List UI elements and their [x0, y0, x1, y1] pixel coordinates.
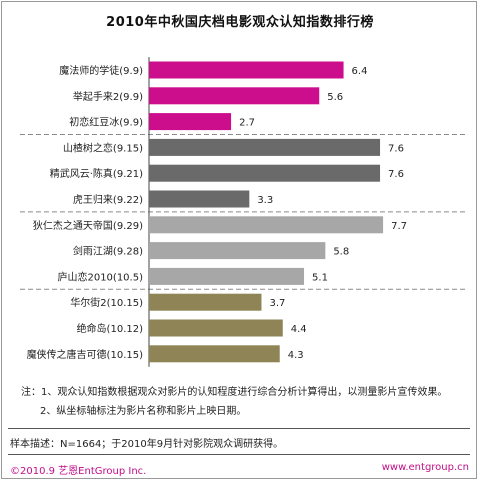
category-label: 魔侠传之唐吉可德(10.15) [27, 348, 144, 361]
value-label: 4.3 [288, 350, 304, 361]
value-label: 7.6 [388, 169, 404, 180]
sample-description: 样本描述：N=1664；于2010年9月针对影院观众调研获得。 [10, 439, 284, 450]
value-label: 2.7 [239, 118, 255, 129]
category-label: 狄仁杰之通天帝国(9.29) [33, 219, 143, 232]
category-label: 精武风云·陈真(9.21) [50, 167, 143, 180]
value-label: 6.4 [352, 66, 368, 77]
bar [149, 138, 381, 156]
divider-top [8, 428, 470, 429]
value-label: 7.7 [391, 221, 407, 232]
value-label: 5.6 [327, 92, 343, 103]
divider-bottom [8, 454, 470, 455]
category-label: 虎王归来(9.22) [73, 193, 143, 206]
category-label: 魔法师的学徒(9.9) [59, 64, 143, 77]
note-1: 注：1、观众认知指数根据观众对影片的认知程度进行综合分析计算得出，以测量影片宣传… [21, 387, 448, 398]
category-label: 初恋红豆冰(9.9) [69, 116, 143, 129]
note-2: 2、纵坐标轴标注为影片名称和影片上映日期。 [40, 406, 247, 417]
value-label: 5.1 [312, 272, 328, 283]
footer: ©2010.9 艺恩EntGroup Inc. www.entgroup.cn [0, 456, 480, 482]
value-label: 7.6 [388, 143, 404, 154]
bar [149, 267, 305, 285]
category-label: 山楂树之恋(9.15) [63, 141, 143, 154]
copyright-text: ©2010.9 艺恩EntGroup Inc. [10, 466, 147, 477]
bar [149, 164, 381, 182]
bar [149, 319, 283, 337]
bar [149, 113, 232, 131]
bar [149, 293, 262, 311]
category-label: 剑雨江湖(9.28) [73, 245, 143, 258]
value-label: 3.3 [257, 195, 273, 206]
bar-chart: 魔法师的学徒(9.9) 举起手来2(9.9) 初恋红豆冰(9.9) 山楂树之恋(9.1… [20, 57, 465, 367]
website-link[interactable]: www.entgroup.cn [381, 462, 469, 473]
category-label: 华尔街2(10.15) [70, 296, 143, 309]
bar [149, 87, 320, 105]
category-label: 举起手来2(9.9) [73, 90, 143, 103]
category-label: 绝命岛(10.12) [77, 322, 144, 335]
bar [149, 190, 250, 208]
bar [149, 345, 280, 363]
category-label: 庐山恋2010(10.5) [57, 270, 143, 283]
bar [149, 242, 326, 260]
bar [149, 216, 384, 234]
chart-notes: 注：1、观众认知指数根据观众对影片的认知程度进行综合分析计算得出，以测量影片宣传… [21, 383, 447, 421]
value-label: 5.8 [333, 247, 349, 258]
chart-title: 2010年中秋国庆档电影观众认知指数排行榜 [106, 15, 374, 30]
value-label: 4.4 [291, 324, 307, 335]
bar [149, 61, 344, 79]
value-label: 3.7 [269, 298, 285, 309]
